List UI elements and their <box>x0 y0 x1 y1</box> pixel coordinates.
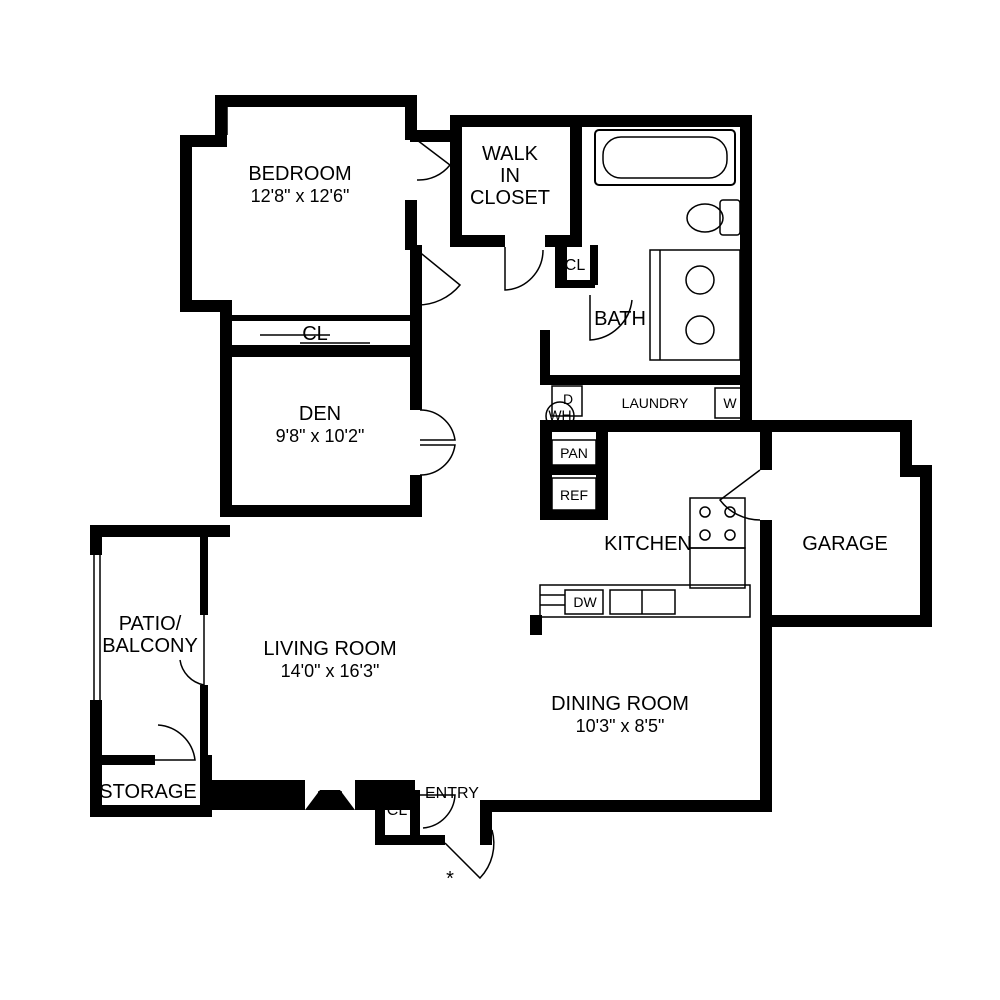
wall <box>90 525 230 537</box>
burner <box>700 530 710 540</box>
wall <box>215 95 415 107</box>
wall <box>415 835 445 845</box>
wall <box>305 790 355 810</box>
wall <box>540 510 608 520</box>
bathtub-inner <box>603 137 727 178</box>
door-swing <box>417 140 450 180</box>
wall <box>220 315 415 321</box>
den-dim: 9'8" x 10'2" <box>276 426 365 446</box>
door-swing <box>417 250 460 305</box>
wall <box>540 330 550 380</box>
wall <box>570 115 582 245</box>
wall <box>200 685 208 760</box>
wall <box>760 430 772 470</box>
bath-label: BATH <box>594 308 646 330</box>
wic-label-2: IN <box>500 165 520 187</box>
wall <box>410 475 422 517</box>
wall <box>90 755 155 765</box>
wall <box>760 615 932 627</box>
wall <box>90 525 102 555</box>
dw-label: DW <box>573 594 597 610</box>
wh-label: WH <box>548 407 571 423</box>
wall <box>450 115 580 127</box>
cl-bath-label: CL <box>565 257 586 274</box>
living-label: LIVING ROOM <box>263 638 396 660</box>
wall <box>530 615 542 635</box>
pan-label: PAN <box>560 445 588 461</box>
door-swing <box>720 470 760 520</box>
laundry-label: LAUNDRY <box>622 395 689 411</box>
wall <box>220 345 420 357</box>
door-swing <box>155 725 195 760</box>
wall <box>540 420 752 432</box>
kitchen-label: KITCHEN <box>604 533 692 555</box>
ref-label: REF <box>560 487 588 503</box>
wall <box>220 350 232 515</box>
wall <box>220 505 420 517</box>
garage-label: GARAGE <box>802 533 888 555</box>
burner <box>725 530 735 540</box>
door-swing <box>420 445 455 475</box>
wic-label-3: CLOSET <box>470 187 550 209</box>
wall <box>180 135 192 310</box>
bedroom-label: BEDROOM <box>248 163 351 185</box>
wall <box>200 525 208 615</box>
d-label: D <box>563 391 573 407</box>
cl-entry-label: CL <box>387 802 408 819</box>
den-label: DEN <box>299 403 341 425</box>
floorplan-diagram: BEDROOM 12'8" x 12'6" WALK IN CLOSET CL … <box>0 0 1000 1000</box>
entry-label: ENTRY <box>425 785 479 802</box>
wall <box>760 520 772 620</box>
wall <box>580 115 750 127</box>
cl-bedroom-label: CL <box>302 323 328 345</box>
range <box>690 498 745 548</box>
wall <box>555 280 595 288</box>
wall <box>410 350 422 410</box>
w-label: W <box>723 395 737 411</box>
sink <box>686 316 714 344</box>
dining-label: DINING ROOM <box>551 693 689 715</box>
wall <box>410 245 422 357</box>
patio-label-1: PATIO/ <box>119 613 182 635</box>
wic-label-1: WALK <box>482 143 539 165</box>
living-dim: 14'0" x 16'3" <box>281 661 380 681</box>
bedroom-dim: 12'8" x 12'6" <box>251 186 350 206</box>
toilet-bowl <box>687 204 723 232</box>
door-swing <box>505 247 543 290</box>
wall <box>540 465 600 475</box>
wall <box>405 200 417 250</box>
dining-dim: 10'3" x 8'5" <box>576 716 665 736</box>
storage-label: STORAGE <box>99 781 196 803</box>
counter <box>690 548 745 588</box>
wall <box>205 780 305 810</box>
patio-label-2: BALCONY <box>102 635 198 657</box>
wall <box>450 235 505 247</box>
wall <box>760 620 772 810</box>
door-swing <box>180 660 204 685</box>
door-swing <box>420 410 455 440</box>
wall <box>90 805 210 817</box>
wall <box>480 800 772 812</box>
burner <box>700 507 710 517</box>
wall <box>920 465 932 625</box>
asterisk: * <box>446 868 454 890</box>
wall <box>590 245 598 285</box>
wall <box>215 95 227 145</box>
sink <box>686 266 714 294</box>
wall <box>480 805 492 845</box>
wall <box>540 375 752 385</box>
